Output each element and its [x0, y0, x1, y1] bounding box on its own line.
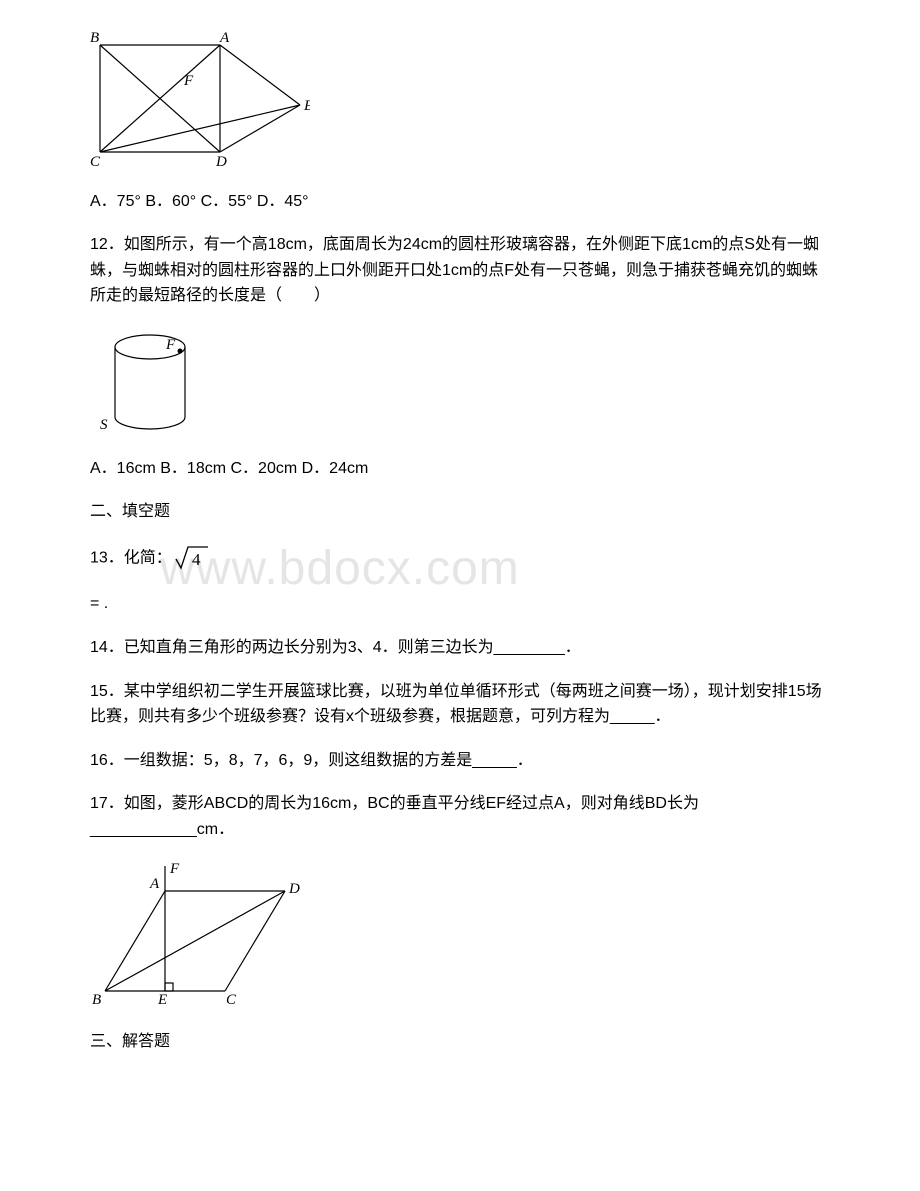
q17-figure: A D B C E F — [90, 861, 830, 1020]
label-E: E — [303, 98, 310, 114]
label-A: A — [219, 30, 230, 46]
section-2-title: 二、填空题 — [90, 499, 830, 525]
q11-options: A．75° B．60° C．55° D．45° — [90, 189, 830, 215]
cylinder-diagram: F S — [90, 327, 210, 437]
q15-text: 15．某中学组织初二学生开展篮球比赛，以班为单位单循环形式（每两班之间赛一场），… — [90, 679, 830, 730]
label-B: B — [90, 30, 99, 46]
q14-text: 14．已知直角三角形的两边长分别为3、4．则第三边长为________． — [90, 635, 830, 661]
q11-figure: B A C D E F — [90, 30, 830, 179]
section-3-title: 三、解答题 — [90, 1029, 830, 1055]
q13-prefix: 13．化简： — [90, 549, 172, 566]
q13: www.bdocx.com 13．化简： 4 — [90, 543, 830, 574]
label-B: B — [92, 992, 101, 1008]
label-F: F — [169, 861, 180, 877]
sqrt-icon: 4 — [174, 543, 210, 574]
radicand: 4 — [192, 550, 201, 569]
q12-text: 12．如图所示，有一个高18cm，底面周长为24cm的圆柱形玻璃容器，在外侧距下… — [90, 232, 830, 309]
q17-text: 17．如图，菱形ABCD的周长为16cm，BC的垂直平分线EF经过点A，则对角线… — [90, 791, 830, 842]
label-A: A — [149, 876, 160, 892]
q12-figure: F S — [90, 327, 830, 446]
point-F — [178, 348, 183, 353]
square-triangle-diagram: B A C D E F — [90, 30, 310, 170]
q13-suffix: = . — [90, 591, 830, 617]
label-E: E — [157, 992, 167, 1008]
q12-options: A．16cm B．18cm C．20cm D．24cm — [90, 456, 830, 482]
q16-text: 16．一组数据：5，8，7，6，9，则这组数据的方差是_____． — [90, 748, 830, 774]
label-F: F — [165, 337, 176, 353]
label-F: F — [183, 73, 194, 89]
label-C: C — [226, 992, 237, 1008]
rhombus-diagram: A D B C E F — [90, 861, 320, 1011]
label-D: D — [215, 154, 227, 170]
label-C: C — [90, 154, 101, 170]
label-D: D — [288, 881, 300, 897]
label-S: S — [100, 417, 108, 433]
